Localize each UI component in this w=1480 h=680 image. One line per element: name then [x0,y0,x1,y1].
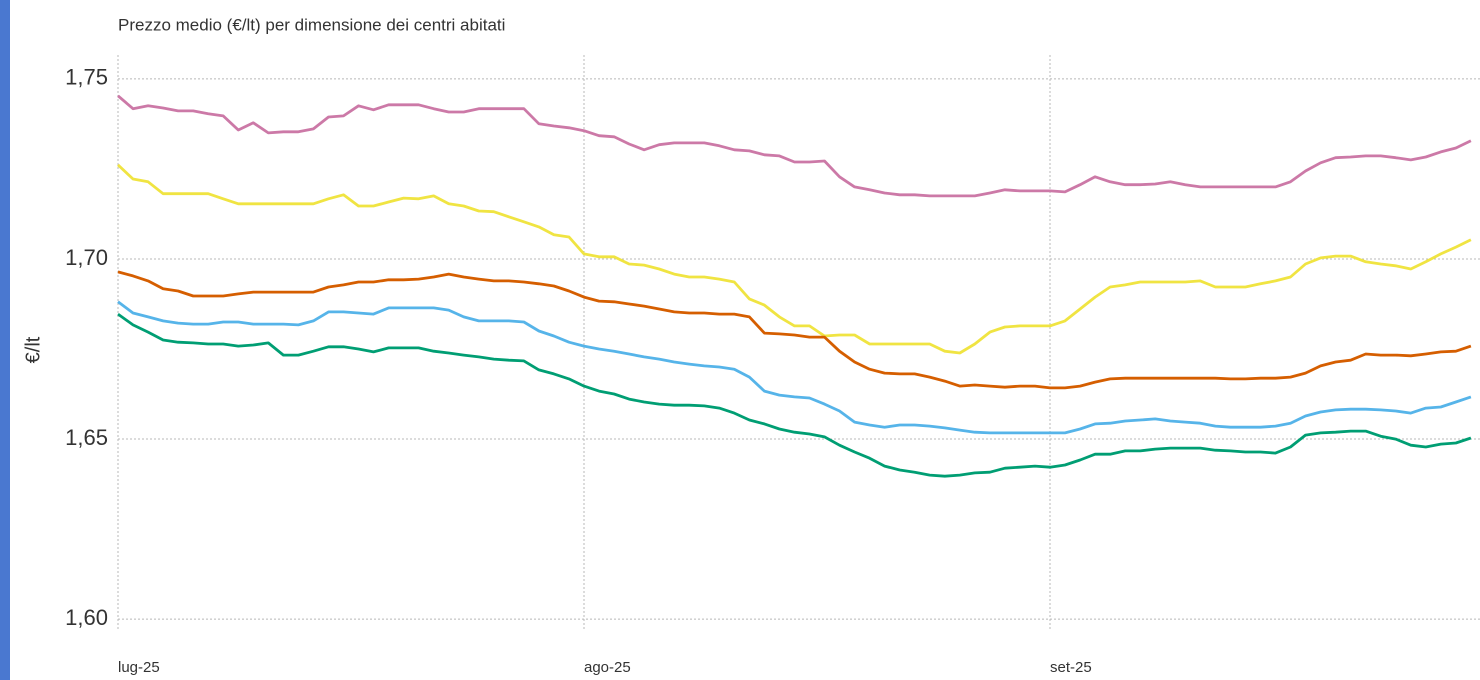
y-tick-label: 1,75 [65,65,108,90]
y-tick-label: 1,70 [65,245,108,270]
y-axis-label: €/lt [22,336,44,363]
x-tick-label: ago-25 [584,659,631,676]
line-series [117,312,1472,478]
x-tick-label: set-25 [1050,659,1092,676]
line-series [117,300,1472,435]
line-series [117,270,1472,390]
y-tick-label: 1,60 [65,605,108,630]
window-edge [0,0,10,680]
x-tick-label: lug-25 [118,659,160,676]
line-series [117,94,1472,198]
line-series [117,163,1472,355]
y-tick-label: 1,65 [65,425,108,450]
chart-title: Prezzo medio (€/lt) per dimensione dei c… [118,15,505,34]
